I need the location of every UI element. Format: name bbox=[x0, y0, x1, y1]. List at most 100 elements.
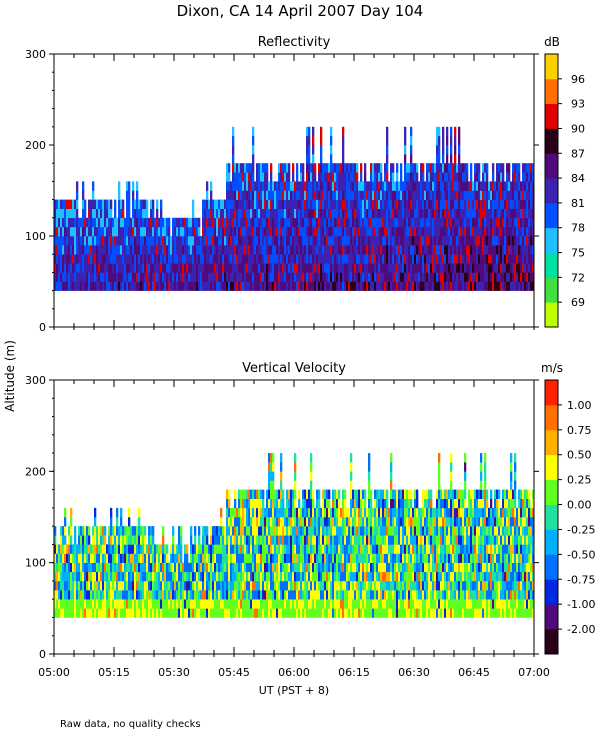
heatmap-cell bbox=[280, 535, 283, 545]
heatmap-cell bbox=[300, 590, 303, 600]
heatmap-cell bbox=[60, 553, 63, 563]
heatmap-cell bbox=[498, 254, 501, 264]
heatmap-cell bbox=[366, 190, 369, 200]
heatmap-cell bbox=[96, 526, 99, 536]
heatmap-cell bbox=[216, 236, 219, 246]
heatmap-cell bbox=[330, 145, 333, 155]
heatmap-cell bbox=[274, 553, 277, 563]
heatmap-cell bbox=[278, 245, 281, 255]
heatmap-cell bbox=[90, 608, 93, 618]
heatmap-cell bbox=[70, 608, 73, 618]
heatmap-cell bbox=[134, 245, 137, 255]
heatmap-cell bbox=[434, 181, 437, 191]
heatmap-cell bbox=[348, 190, 351, 200]
heatmap-cell bbox=[64, 535, 67, 545]
heatmap-cell bbox=[306, 254, 309, 264]
heatmap-cell bbox=[172, 226, 175, 237]
heatmap-cell bbox=[58, 254, 61, 264]
heatmap-cell bbox=[90, 226, 93, 237]
heatmap-cell bbox=[228, 254, 231, 264]
heatmap-cell bbox=[446, 272, 449, 282]
heatmap-cell bbox=[196, 263, 199, 273]
heatmap-cell bbox=[298, 199, 301, 209]
heatmap-cell bbox=[338, 172, 341, 182]
heatmap-cell bbox=[66, 599, 69, 609]
heatmap-cell bbox=[374, 199, 377, 209]
heatmap-cell bbox=[92, 254, 95, 264]
heatmap-cell bbox=[298, 281, 301, 291]
heatmap-cell bbox=[250, 580, 253, 591]
heatmap-cell bbox=[146, 599, 149, 609]
heatmap-cell bbox=[336, 507, 339, 518]
heatmap-cell bbox=[342, 498, 345, 509]
heatmap-cell bbox=[250, 236, 253, 246]
heatmap-cell bbox=[74, 553, 77, 563]
heatmap-cell bbox=[458, 154, 461, 164]
heatmap-cell bbox=[154, 562, 157, 573]
heatmap-cell bbox=[250, 199, 253, 209]
heatmap-cell bbox=[120, 208, 123, 219]
heatmap-cell bbox=[352, 199, 355, 209]
heatmap-cell bbox=[284, 208, 287, 219]
heatmap-cell bbox=[214, 599, 217, 609]
heatmap-cell bbox=[476, 245, 479, 255]
heatmap-cell bbox=[340, 226, 343, 237]
heatmap-cell bbox=[190, 553, 193, 563]
heatmap-cell bbox=[326, 281, 329, 291]
heatmap-cell bbox=[74, 562, 77, 573]
heatmap-cell bbox=[370, 236, 373, 246]
heatmap-cell bbox=[70, 272, 73, 282]
heatmap-cell bbox=[302, 272, 305, 282]
heatmap-cell bbox=[330, 272, 333, 282]
heatmap-cell bbox=[140, 263, 143, 273]
heatmap-cell bbox=[92, 599, 95, 609]
heatmap-cell bbox=[70, 526, 73, 536]
heatmap-cell bbox=[464, 190, 467, 200]
heatmap-cell bbox=[260, 526, 263, 536]
heatmap-cell bbox=[242, 236, 245, 246]
heatmap-cell bbox=[362, 181, 365, 191]
heatmap-cell bbox=[304, 608, 307, 618]
heatmap-cell bbox=[248, 553, 251, 563]
heatmap-cell bbox=[354, 507, 357, 518]
heatmap-cell bbox=[324, 590, 327, 600]
heatmap-cell bbox=[406, 163, 409, 173]
heatmap-cell bbox=[268, 517, 271, 527]
heatmap-cell bbox=[462, 226, 465, 237]
heatmap-cell bbox=[54, 272, 57, 282]
heatmap-cell bbox=[140, 535, 143, 545]
heatmap-cell bbox=[272, 281, 275, 291]
heatmap-cell bbox=[300, 281, 303, 291]
heatmap-cell bbox=[116, 599, 119, 609]
heatmap-cell bbox=[78, 571, 81, 582]
heatmap-cell bbox=[324, 489, 327, 500]
heatmap-cell bbox=[320, 208, 323, 219]
heatmap-cell bbox=[380, 226, 383, 237]
heatmap-cell bbox=[254, 489, 257, 500]
heatmap-cell bbox=[524, 236, 527, 246]
heatmap-cell bbox=[220, 245, 223, 255]
heatmap-cell bbox=[286, 263, 289, 273]
heatmap-cell bbox=[458, 190, 461, 200]
heatmap-cell bbox=[314, 608, 317, 618]
heatmap-cell bbox=[244, 562, 247, 573]
heatmap-cell bbox=[240, 580, 243, 591]
heatmap-cell bbox=[168, 272, 171, 282]
heatmap-cell bbox=[254, 181, 257, 191]
heatmap-cell bbox=[94, 535, 97, 545]
heatmap-cell bbox=[94, 544, 97, 554]
heatmap-cell bbox=[168, 281, 171, 291]
heatmap-cell bbox=[348, 281, 351, 291]
heatmap-cell bbox=[198, 245, 201, 255]
heatmap-cell bbox=[528, 281, 531, 291]
heatmap-cell bbox=[512, 199, 515, 209]
heatmap-cell bbox=[136, 226, 139, 237]
heatmap-cell bbox=[370, 544, 373, 554]
heatmap-cell bbox=[502, 199, 505, 209]
heatmap-cell bbox=[140, 281, 143, 291]
heatmap-cell bbox=[150, 599, 153, 609]
heatmap-cell bbox=[306, 608, 309, 618]
heatmap-cell bbox=[266, 245, 269, 255]
heatmap-cell bbox=[88, 226, 91, 237]
